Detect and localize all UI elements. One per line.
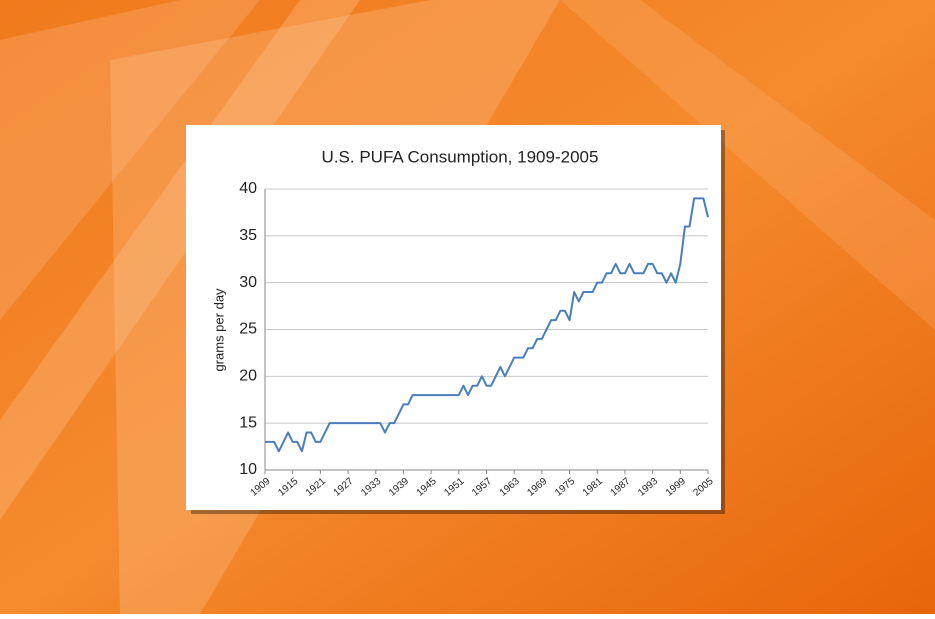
stripe — [560, 0, 935, 330]
y-tick-label: 40 — [239, 180, 257, 197]
data-line — [265, 197, 709, 453]
y-tick-label: 15 — [239, 414, 257, 431]
y-axis-label: grams per day — [211, 288, 226, 372]
chart-title: U.S. PUFA Consumption, 1909-2005 — [322, 147, 599, 166]
y-tick-label: 20 — [239, 368, 257, 385]
chart-panel — [186, 125, 721, 510]
y-tick-label: 35 — [239, 227, 257, 244]
y-tick-label: 25 — [239, 321, 257, 338]
y-tick-label: 30 — [239, 274, 257, 291]
stripe — [0, 0, 260, 320]
y-tick-label: 10 — [239, 461, 257, 478]
